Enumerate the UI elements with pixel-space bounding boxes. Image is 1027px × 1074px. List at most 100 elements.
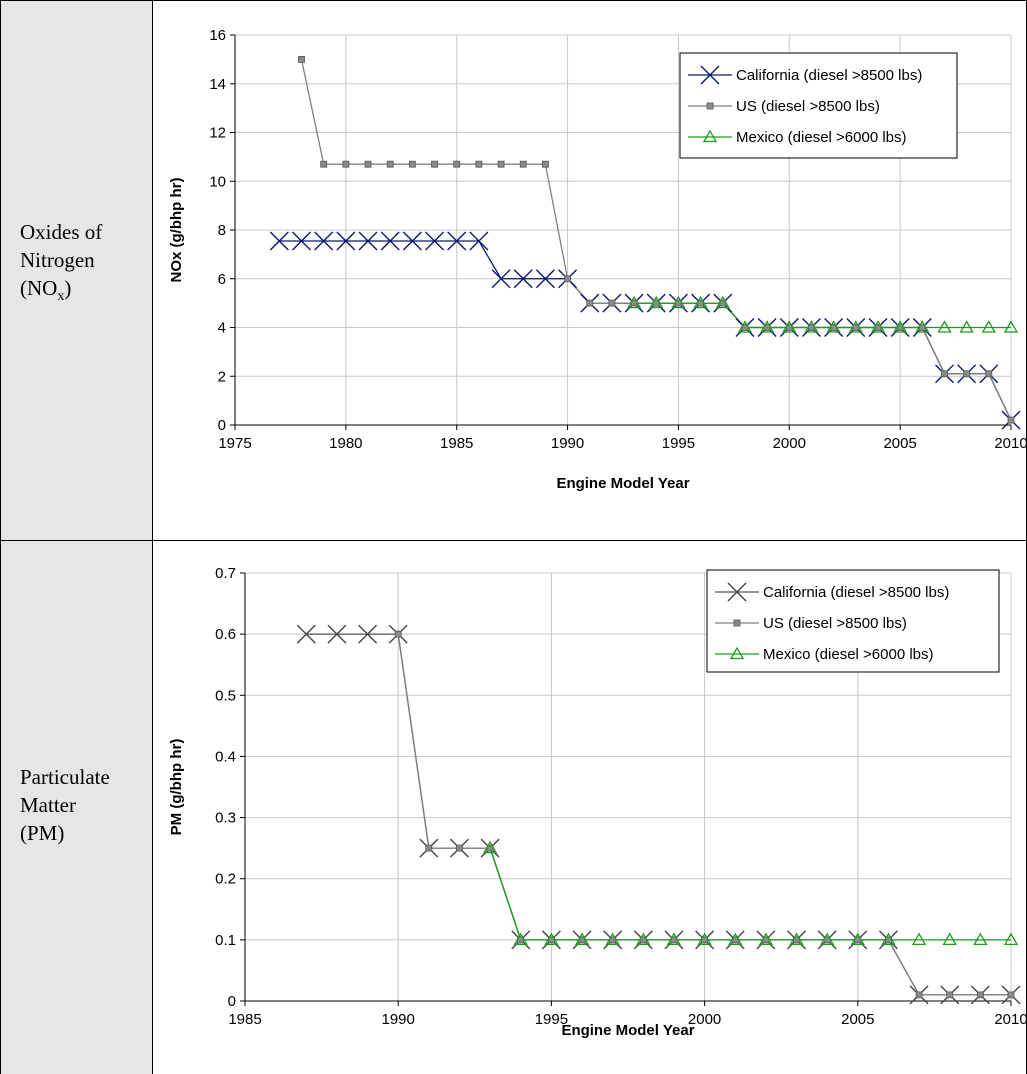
x-tick-label: 2005 xyxy=(841,1011,874,1028)
y-tick-label: 10 xyxy=(209,173,226,190)
data-point-triangle-marker xyxy=(649,295,664,309)
data-point-x-marker xyxy=(314,231,334,251)
legend-label: California (diesel >8500 lbs) xyxy=(736,67,922,84)
data-point-x-marker xyxy=(358,231,378,251)
data-point-triangle-marker xyxy=(544,932,559,946)
x-axis-title: Engine Model Year xyxy=(561,1022,694,1039)
legend: California (diesel >8500 lbs) US (diesel … xyxy=(679,52,958,159)
x-tick-label: 2010 xyxy=(994,1011,1027,1028)
data-point-square-marker xyxy=(564,275,571,283)
legend-label: California (diesel >8500 lbs) xyxy=(763,584,949,601)
nox-label: Oxides of Nitrogen (NOx) xyxy=(20,218,102,311)
y-tick-label: 0.3 xyxy=(215,810,236,827)
nox-chart: 0 2 4 6 8 10 12 14 16 1975 1980 1985 1990 1995 2000 200… xyxy=(168,27,1027,492)
series-markers-2 xyxy=(626,295,1019,333)
data-point-square-marker xyxy=(1007,991,1015,999)
data-point-x-marker xyxy=(336,231,356,251)
data-point-square-marker xyxy=(541,160,549,168)
x-tick-label: 1995 xyxy=(662,435,695,452)
legend-label: Mexico (diesel >6000 lbs) xyxy=(736,129,907,146)
pm-label-cell: Particulate Matter (PM) xyxy=(1,541,153,1074)
y-tick-label: 0.6 xyxy=(215,626,236,643)
data-point-square-marker xyxy=(394,630,402,638)
data-point-square-marker xyxy=(985,370,993,378)
data-point-square-marker xyxy=(1007,416,1015,424)
data-point-triangle-marker xyxy=(937,320,952,333)
y-tick-label: 6 xyxy=(218,271,226,288)
x-tick-label: 2000 xyxy=(773,435,806,452)
data-point-triangle-marker xyxy=(782,320,797,333)
data-point-triangle-marker xyxy=(848,320,863,333)
y-tick-label: 16 xyxy=(209,27,226,44)
data-point-x-marker xyxy=(358,624,378,644)
series-line xyxy=(306,633,1011,996)
data-point-square-marker xyxy=(706,102,714,110)
y-tick-label: 0 xyxy=(218,417,226,434)
data-point-x-marker xyxy=(535,269,555,289)
data-point-square-marker xyxy=(976,991,984,999)
data-point-square-marker xyxy=(364,160,372,168)
y-tick-label: 4 xyxy=(218,320,226,337)
data-point-triangle-marker xyxy=(973,932,988,946)
data-point-square-marker xyxy=(497,160,505,168)
data-point-x-marker xyxy=(513,269,533,289)
data-point-x-marker xyxy=(292,231,312,251)
data-point-triangle-marker xyxy=(789,932,804,946)
data-point-triangle-marker xyxy=(942,932,957,946)
y-tick-label: 0.1 xyxy=(215,932,236,949)
data-point-triangle-marker xyxy=(1003,320,1019,333)
data-point-x-marker xyxy=(380,231,400,251)
data-point-triangle-marker xyxy=(693,295,708,309)
series-2 xyxy=(634,302,1011,329)
data-point-x-marker xyxy=(425,231,445,251)
data-point-square-marker xyxy=(608,299,616,307)
data-point-triangle-marker xyxy=(915,320,930,333)
legend: California (diesel >8500 lbs) US (diesel … xyxy=(706,569,1000,673)
data-point-triangle-marker xyxy=(728,932,743,946)
series-markers-0 xyxy=(296,624,1021,1005)
nox-chart-cell: 0 2 4 6 8 10 12 14 16 1975 1980 1985 1990 1995 2000 200… xyxy=(153,1,1027,540)
x-tick-label: 1990 xyxy=(382,1011,415,1028)
data-point-square-marker xyxy=(519,160,527,168)
x-axis-title: Engine Model Year xyxy=(556,475,689,492)
legend-label: Mexico (diesel >6000 lbs) xyxy=(763,646,934,663)
series-line xyxy=(489,847,1011,941)
data-point-x-marker xyxy=(727,582,747,602)
data-point-triangle-marker xyxy=(758,932,774,946)
x-tick-label: 2010 xyxy=(994,435,1027,452)
legend-label: US (diesel >8500 lbs) xyxy=(763,615,907,632)
data-point-triangle-marker xyxy=(729,646,745,660)
data-point-triangle-marker xyxy=(702,129,718,143)
nox-label-tail: ) xyxy=(64,276,72,300)
data-point-square-marker xyxy=(431,160,438,168)
data-point-triangle-marker xyxy=(737,320,753,333)
data-point-triangle-marker xyxy=(850,932,865,946)
data-point-triangle-marker xyxy=(671,295,686,309)
data-point-triangle-marker xyxy=(697,932,712,946)
data-point-square-marker xyxy=(941,370,948,378)
series-markers-2 xyxy=(482,840,1019,946)
pm-label: Particulate Matter (PM) xyxy=(20,765,110,845)
y-tick-label: 0 xyxy=(228,993,236,1010)
y-tick-label: 0.5 xyxy=(215,687,236,704)
data-point-triangle-marker xyxy=(959,320,974,333)
data-point-square-marker xyxy=(963,370,971,378)
data-point-triangle-marker xyxy=(636,932,651,946)
x-tick-label: 1985 xyxy=(228,1011,261,1028)
data-point-x-marker xyxy=(402,231,422,251)
data-point-square-marker xyxy=(456,844,463,852)
legend-label: US (diesel >8500 lbs) xyxy=(736,98,880,115)
data-point-triangle-marker xyxy=(804,320,819,333)
data-point-square-marker xyxy=(425,844,433,852)
data-point-x-marker xyxy=(327,624,347,644)
data-point-triangle-marker xyxy=(715,295,730,309)
data-point-triangle-marker xyxy=(870,320,886,333)
x-tick-label: 1975 xyxy=(218,435,251,452)
x-tick-label: 2005 xyxy=(883,435,916,452)
data-point-square-marker xyxy=(946,991,954,999)
data-point-square-marker xyxy=(733,619,741,627)
y-axis-title: NOx (g/bhp hr) xyxy=(168,178,185,283)
data-point-x-marker xyxy=(491,269,511,289)
data-point-square-marker xyxy=(298,55,305,63)
